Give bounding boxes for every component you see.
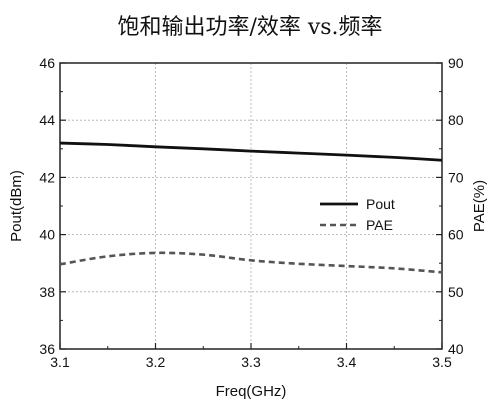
y-left-tick-label: 40	[39, 227, 55, 243]
y-left-tick-label: 46	[39, 55, 55, 71]
x-tick-label: 3.1	[50, 354, 70, 370]
chart-title: 饱和输出功率/效率 vs.频率	[117, 15, 382, 40]
series-layer	[59, 141, 443, 274]
legend: Pout PAE	[320, 196, 395, 233]
y-right-tick-label: 40	[448, 341, 464, 357]
y-left-tick-label: 42	[39, 169, 55, 185]
legend-label-pout: Pout	[366, 196, 395, 212]
y-left-tick-label: 36	[39, 341, 55, 357]
y-right-tick-label: 50	[448, 284, 464, 300]
x-tick-label: 3.5	[432, 354, 452, 370]
x-tick-label: 3.2	[146, 354, 166, 370]
y-right-tick-label: 70	[448, 169, 464, 185]
ticks-layer: 3.1 3.2 3.3 3.4 3.5 36 38 40 42 44 46 40 50 60 70 80 90	[39, 55, 463, 370]
y-right-tick-label: 80	[448, 112, 464, 128]
x-tick-label: 3.3	[241, 354, 261, 370]
series-line-pout	[59, 141, 443, 162]
y-left-tick-label: 44	[39, 112, 55, 128]
x-tick-label: 3.4	[337, 354, 357, 370]
legend-label-pae: PAE	[366, 217, 393, 233]
y-left-tick-label: 38	[39, 284, 55, 300]
series-line-pae	[59, 251, 443, 274]
y-axis-right-label: PAE(%)	[471, 180, 488, 232]
y-right-tick-label: 60	[448, 227, 464, 243]
y-axis-left-label: Pout(dBm)	[8, 170, 25, 242]
x-axis-label: Freq(GHz)	[216, 383, 287, 400]
y-right-tick-label: 90	[448, 55, 464, 71]
